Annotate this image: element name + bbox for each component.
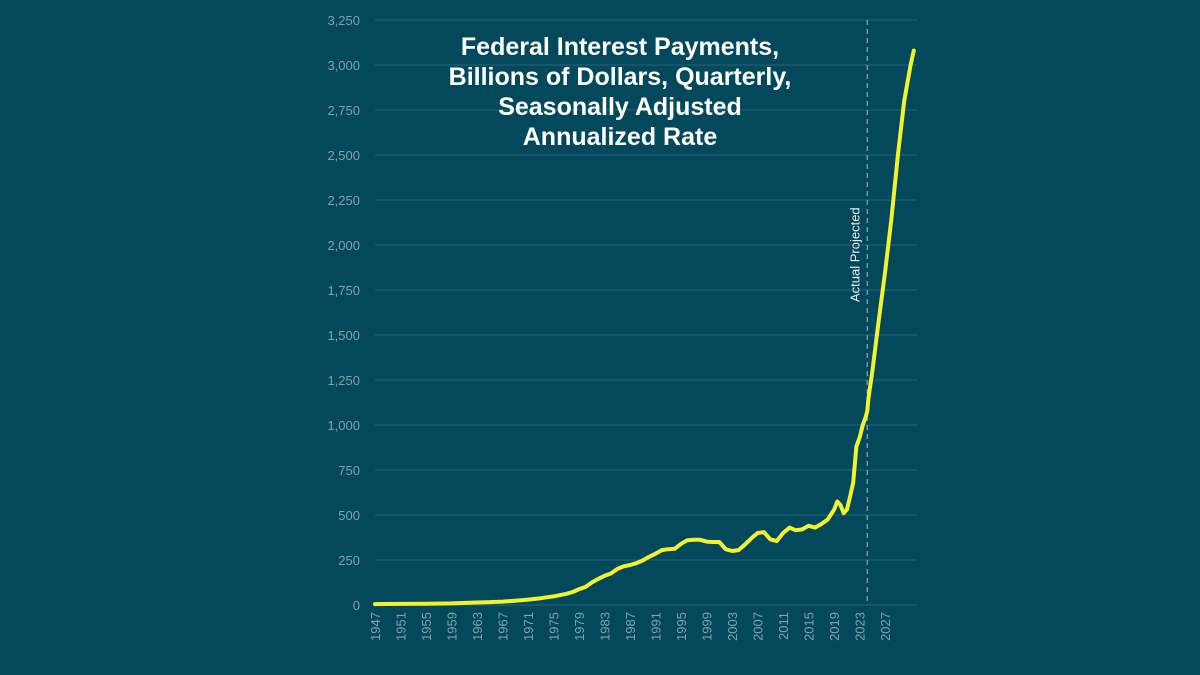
y-tick-label: 2,250 [327, 193, 360, 208]
y-tick-label: 500 [338, 508, 360, 523]
x-tick-label: 2023 [853, 612, 868, 641]
x-tick-label: 1983 [598, 612, 613, 641]
x-tick-label: 1971 [521, 612, 536, 641]
x-tick-label: 1979 [572, 612, 587, 641]
x-tick-label: 1999 [700, 612, 715, 641]
x-tick-label: 1995 [674, 612, 689, 641]
interest-payments-line [373, 48, 916, 607]
y-tick-label: 250 [338, 553, 360, 568]
y-tick-label: 2,000 [327, 238, 360, 253]
x-tick-label: 2003 [725, 612, 740, 641]
x-tick-label: 1991 [649, 612, 664, 641]
y-tick-label: 3,000 [327, 58, 360, 73]
y-tick-label: 2,750 [327, 103, 360, 118]
x-tick-label: 2019 [827, 612, 842, 641]
y-tick-label: 0 [353, 598, 360, 613]
y-tick-label: 1,250 [327, 373, 360, 388]
y-tick-label: 2,500 [327, 148, 360, 163]
x-tick-label: 2015 [802, 612, 817, 641]
chart-title-line: Annualized Rate [522, 123, 718, 151]
x-tick-label: 1987 [623, 612, 638, 641]
x-tick-label: 1967 [496, 612, 511, 641]
y-tick-label: 750 [338, 463, 360, 478]
divider-label: Actual Projected [847, 207, 862, 302]
chart-title-line: Seasonally Adjusted [498, 93, 742, 121]
y-tick-label: 1,750 [327, 283, 360, 298]
x-tick-label: 1959 [445, 612, 460, 641]
x-tick-label: 2007 [751, 612, 766, 641]
chart-title-line: Federal Interest Payments, [460, 33, 780, 61]
x-tick-label: 1963 [470, 612, 485, 641]
chart-title: Federal Interest Payments, Billions of D… [370, 32, 870, 152]
x-tick-label: 1947 [368, 612, 383, 641]
x-tick-label: 1955 [419, 612, 434, 641]
x-tick-label: 2011 [776, 612, 791, 640]
y-tick-label: 3,250 [327, 13, 360, 28]
x-tick-label: 1951 [394, 612, 409, 641]
y-tick-label: 1,000 [327, 418, 360, 433]
y-tick-label: 1,500 [327, 328, 360, 343]
x-tick-label: 1975 [547, 612, 562, 641]
chart-title-line: Billions of Dollars, Quarterly, [448, 63, 792, 91]
x-tick-label: 2027 [878, 612, 893, 641]
